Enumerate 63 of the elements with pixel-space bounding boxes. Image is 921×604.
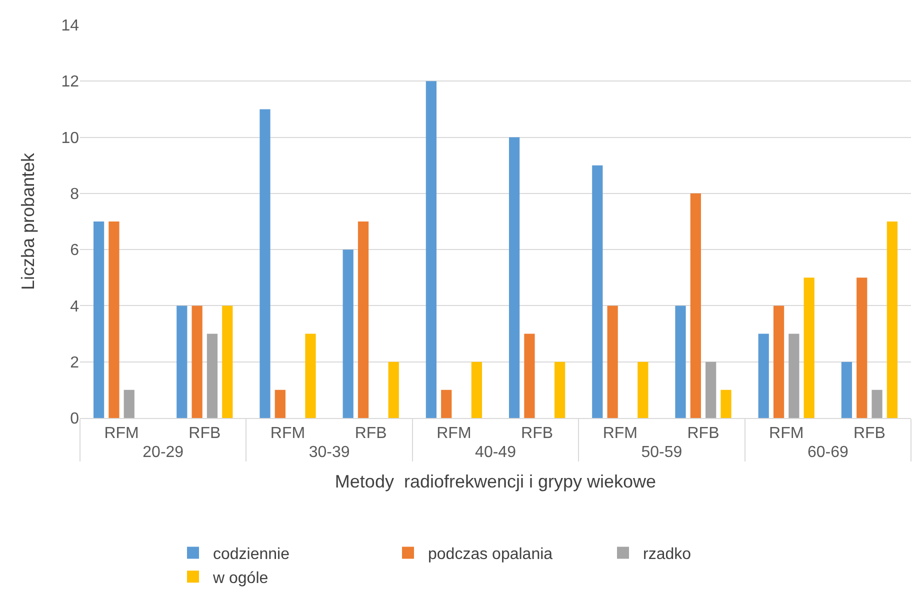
x-tick-label: RFM [436,425,472,442]
y-tick-label: 0 [70,410,80,428]
x-tick-label: RFB [687,425,720,442]
y-tick-label: 12 [61,74,80,91]
bar [274,390,286,418]
bar [886,222,898,418]
legend-label: codziennie [213,546,290,564]
x-tick-label: RFB [354,425,387,442]
x-tick-label: RFM [270,425,306,442]
bar [690,193,701,418]
bar [108,222,120,418]
bar [675,306,686,418]
y-tick-label: 10 [61,130,80,147]
y-tick-label: 8 [70,186,80,204]
bar [638,362,648,418]
bar [124,390,134,418]
y-tick-label: 14 [61,18,80,35]
bar [524,334,535,418]
bar [206,334,218,418]
bar [305,334,316,418]
x-tick-label: RFM [104,425,139,442]
legend-label: podczas opalania [428,546,553,564]
bar [773,306,784,418]
bar [872,390,882,418]
legend-label: w ogóle [212,570,268,587]
y-tick-label: 6 [70,242,80,260]
bar [93,222,104,418]
text: 20-29 [142,444,184,462]
bar [260,109,270,418]
bar [358,222,369,418]
x-tick-label: RFB [521,425,554,442]
text: 30-39 [308,444,350,462]
bar [856,278,868,418]
x-tick-label: RFM [769,425,804,442]
y-tick-label: 4 [70,298,80,316]
x-tick-label: RFB [188,425,221,442]
bar [388,362,399,418]
bar [804,278,814,418]
bar [176,306,188,418]
bar [192,306,202,418]
bar [508,137,520,418]
bar [441,390,452,418]
bar [607,306,618,418]
bar [471,362,482,418]
text: 50-59 [641,444,682,462]
x-tick-label: RFB [853,425,886,442]
bar [426,81,437,418]
bar [342,250,354,418]
text: 60-69 [807,444,848,462]
legend-label: rzadko [643,546,692,564]
x-axis-title: Metody radiofrekwencji i grypy wiekowe [334,472,656,492]
bar [592,165,603,418]
y-axis-title: Liczba probantek [18,152,38,290]
bar [706,362,716,418]
bar [222,306,233,418]
y-tick-label: 2 [70,354,80,372]
bar [841,362,852,418]
bar [720,390,732,418]
text: 40-49 [475,444,516,462]
bar [788,334,800,418]
x-tick-label: RFM [602,425,638,442]
bar [758,334,769,418]
bar [554,362,566,418]
